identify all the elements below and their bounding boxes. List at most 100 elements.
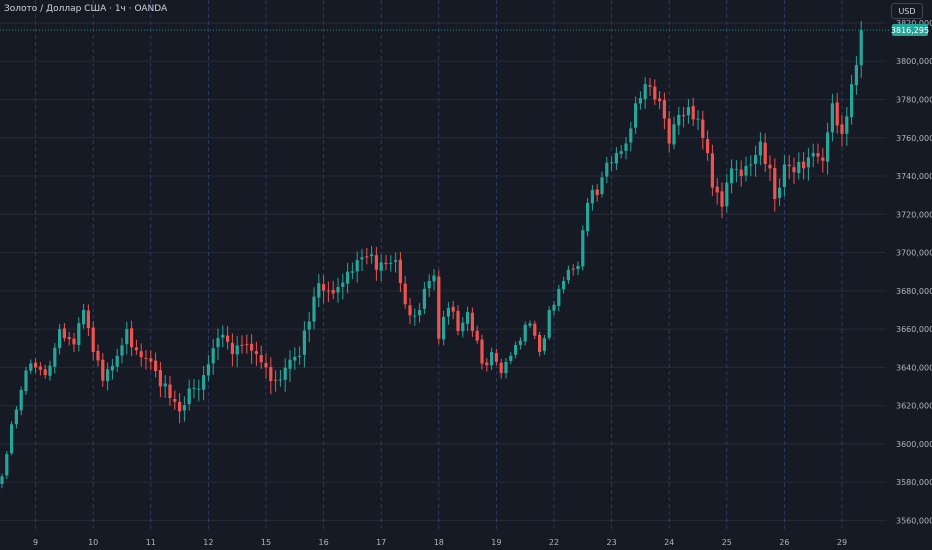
time-tick-label: 25 — [722, 538, 732, 547]
candle-body — [326, 290, 330, 292]
candle — [682, 106, 686, 128]
candle-body — [86, 310, 90, 329]
candle-body — [346, 271, 350, 284]
candle — [24, 366, 28, 395]
candle-body — [307, 321, 311, 330]
candle-body — [250, 343, 254, 351]
candle — [547, 306, 551, 341]
candle — [302, 321, 306, 368]
candle-body — [96, 350, 100, 361]
candle-body — [178, 401, 182, 412]
time-tick-label: 19 — [491, 538, 501, 547]
candle — [730, 159, 734, 194]
candle — [768, 155, 772, 181]
candle-body — [854, 65, 858, 86]
candle — [14, 406, 18, 429]
candle — [490, 347, 494, 370]
price-tick-label: 3820,000 — [896, 19, 932, 28]
candle-body — [470, 312, 474, 331]
candle-body — [72, 338, 76, 345]
candle — [739, 160, 743, 187]
candle-body — [461, 322, 465, 332]
candle-body — [533, 323, 537, 336]
candle — [758, 132, 762, 166]
candle — [355, 251, 359, 283]
candle-body — [384, 262, 388, 265]
candle — [43, 364, 47, 379]
price-axis[interactable]: 3560,000 3580,000 3600,000 3620,000 3640,000… — [896, 19, 932, 525]
candle — [91, 321, 95, 361]
candle — [816, 143, 820, 164]
candle-body — [782, 164, 786, 187]
time-tick-label: 15 — [261, 538, 271, 547]
candle — [509, 352, 513, 365]
time-tick-label: 17 — [376, 538, 386, 547]
candle — [821, 148, 825, 173]
candle-body — [216, 337, 220, 348]
candle — [566, 265, 570, 284]
candle — [115, 348, 119, 373]
candle — [110, 358, 114, 380]
candle-body — [566, 269, 570, 281]
time-tick-label: 24 — [664, 538, 674, 547]
candle-body — [816, 153, 820, 157]
candle — [10, 421, 14, 456]
candle-body — [778, 187, 782, 198]
candle — [437, 270, 441, 345]
candle — [586, 197, 590, 237]
candle — [571, 264, 575, 276]
candle-body — [24, 370, 28, 392]
candle-body — [475, 330, 479, 341]
candle — [610, 156, 614, 172]
candle — [0, 473, 4, 489]
candle-body — [302, 330, 306, 355]
candle-body — [715, 186, 719, 193]
candle-body — [5, 454, 9, 476]
candle-body — [523, 324, 527, 342]
candle — [850, 74, 854, 125]
candle — [432, 268, 436, 291]
candle-body — [336, 287, 340, 293]
candle-body — [365, 256, 369, 258]
time-axis[interactable]: 9 10 11 12 15 16 17 18 19 22 23 24 25 26 29 — [33, 538, 847, 547]
candle — [691, 97, 695, 126]
candle-body — [173, 398, 177, 402]
candle — [394, 252, 398, 273]
price-tick-label: 3600,000 — [896, 440, 932, 449]
candle-body — [53, 347, 57, 367]
candle — [264, 353, 268, 379]
candle-body — [821, 157, 825, 161]
candle — [29, 359, 33, 375]
candle-body — [317, 283, 321, 298]
candle — [216, 328, 220, 360]
currency-button[interactable]: USD — [891, 3, 923, 19]
candle — [173, 390, 177, 410]
candle-body — [739, 169, 743, 177]
candle — [845, 106, 849, 147]
price-tick-label: 3620,000 — [896, 402, 932, 411]
candle — [725, 173, 729, 213]
candle-body — [504, 361, 508, 374]
candle-body — [91, 327, 95, 353]
candle-body — [451, 306, 455, 312]
candle-body — [763, 142, 767, 165]
candle — [422, 282, 426, 315]
candle-body — [792, 167, 796, 173]
candle-body — [653, 86, 657, 100]
candle-body — [163, 383, 167, 387]
candle-body — [859, 30, 863, 66]
candle — [533, 320, 537, 340]
candle — [696, 110, 700, 131]
candle-body — [730, 168, 734, 184]
candle-body — [427, 280, 431, 289]
candle-body — [211, 348, 215, 364]
price-tick-label: 3760,000 — [896, 134, 932, 143]
candle-body — [269, 366, 273, 381]
candle-body — [840, 124, 844, 134]
candle-body — [710, 153, 714, 188]
candle — [130, 320, 134, 357]
candle — [859, 20, 863, 78]
candle — [662, 92, 666, 130]
candle — [715, 177, 719, 205]
